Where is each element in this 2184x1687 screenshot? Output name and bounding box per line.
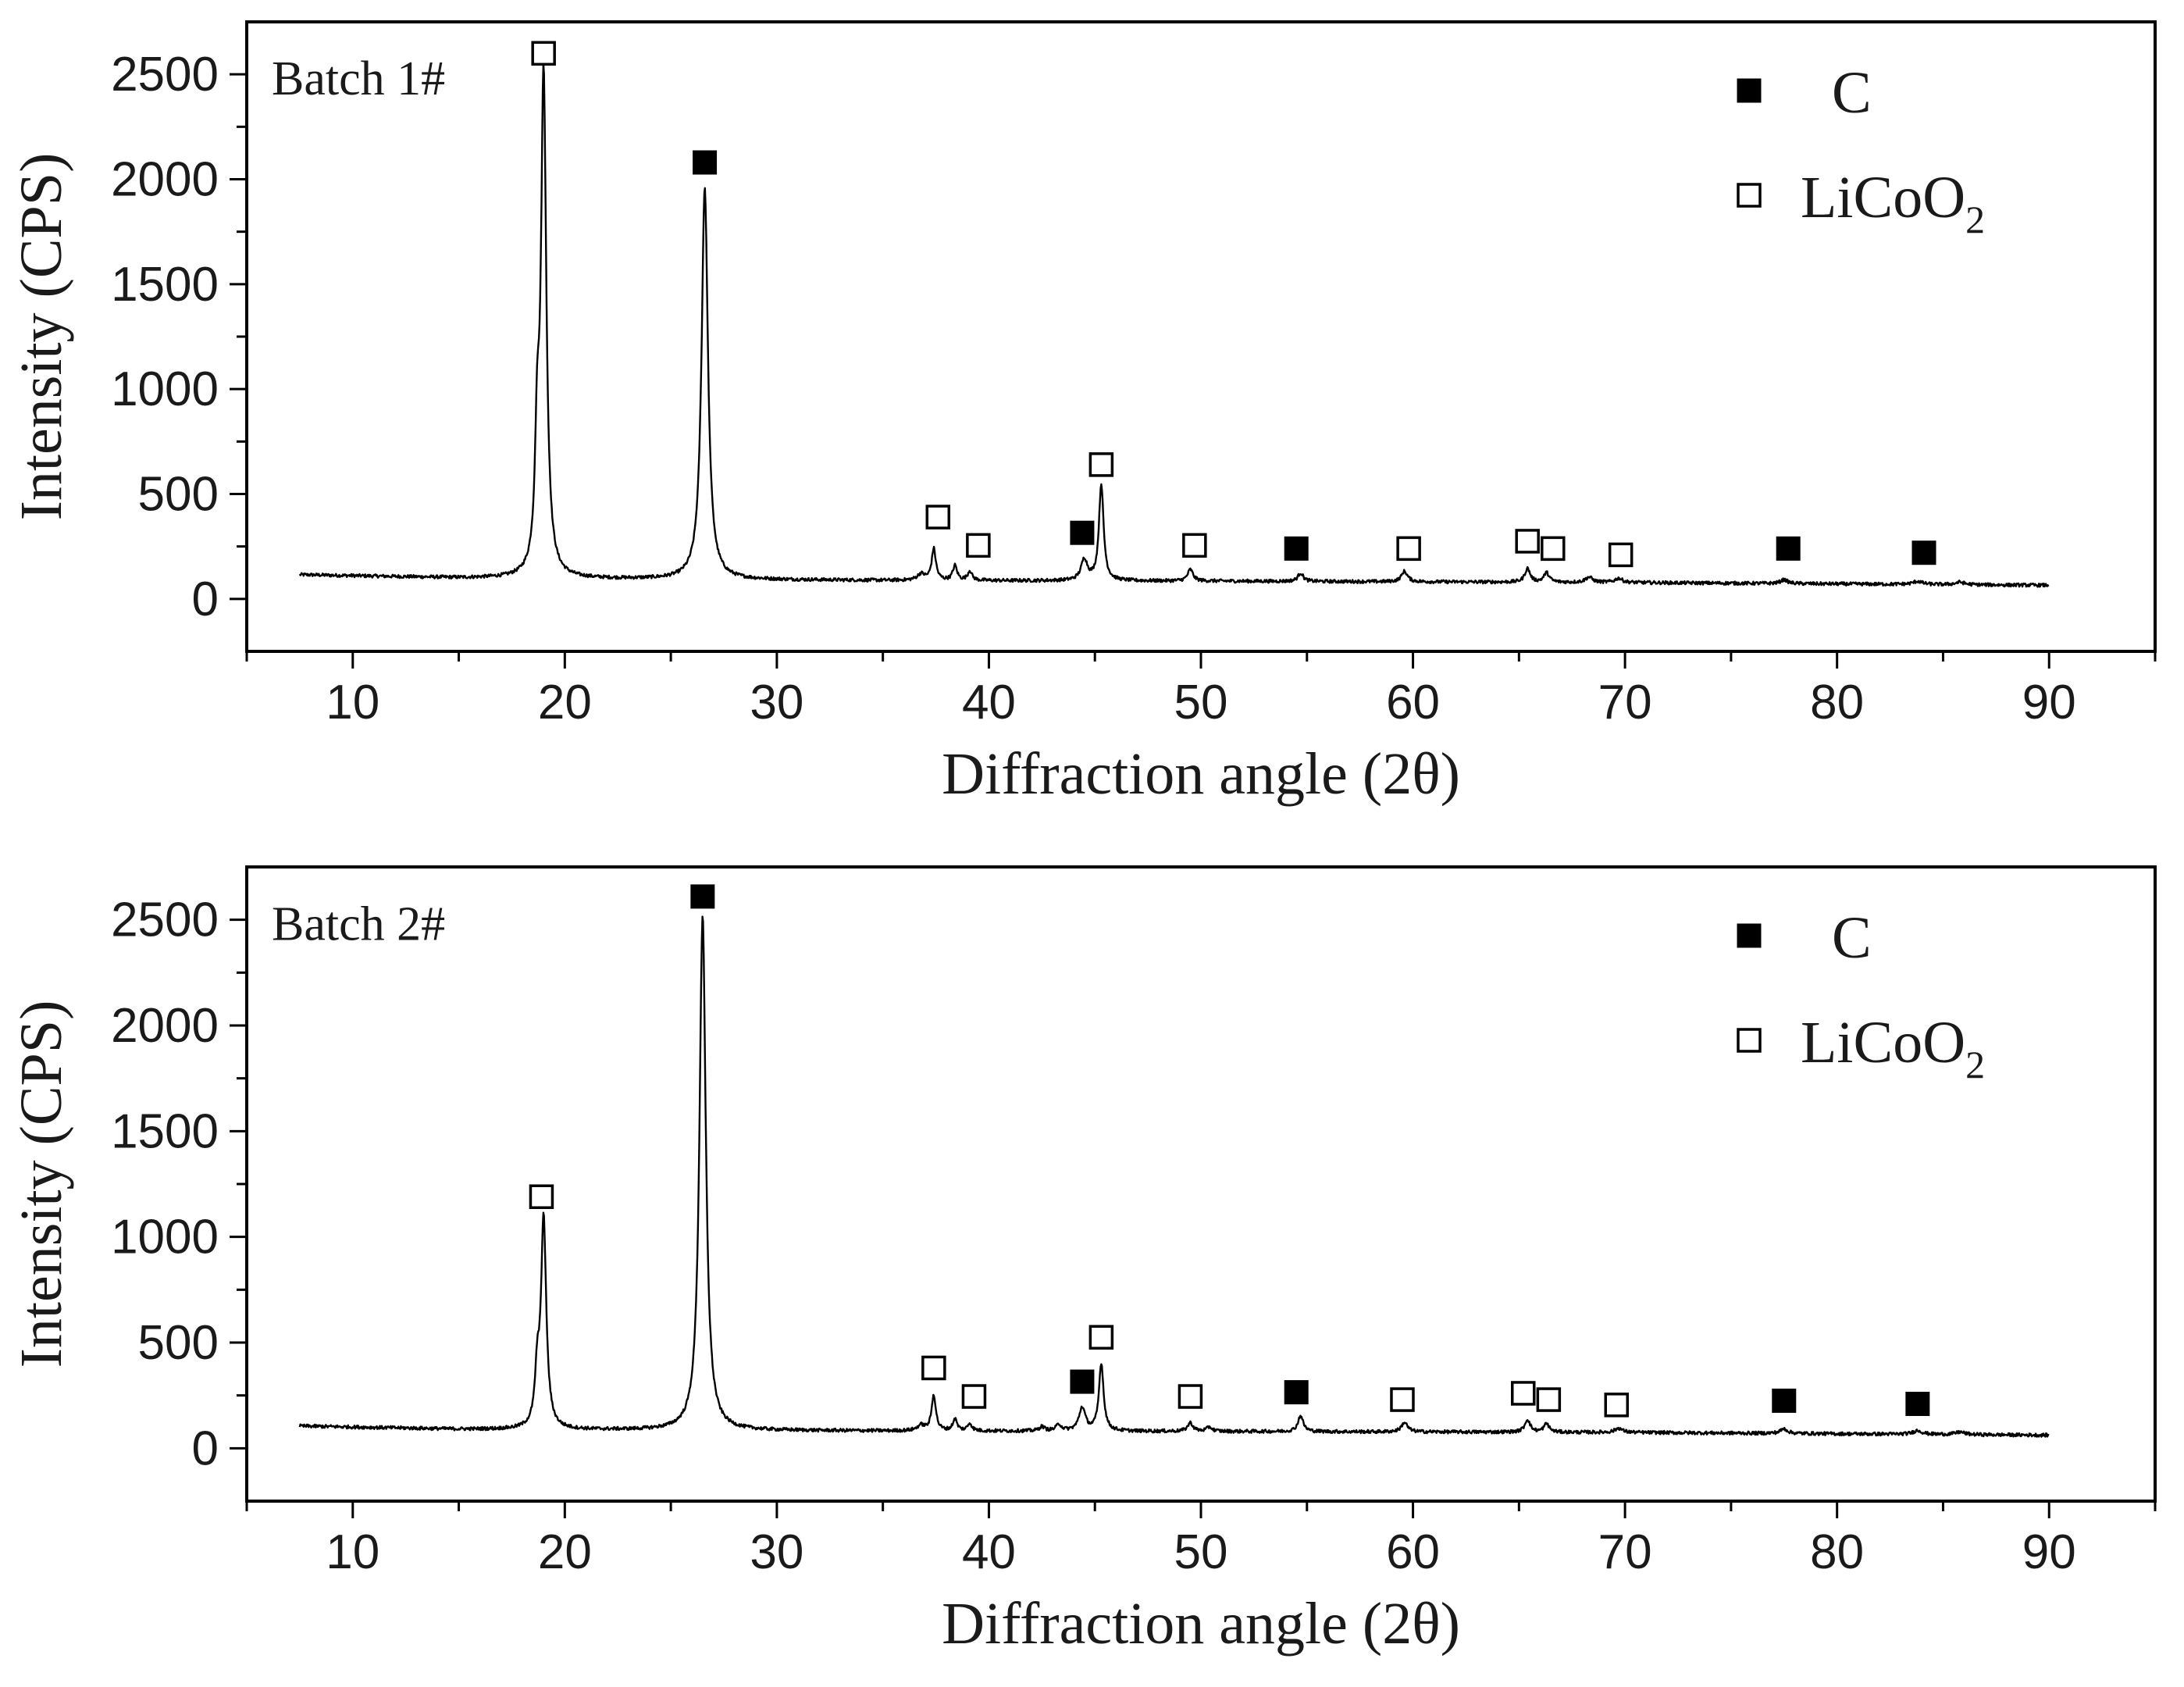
y-tick-label: 500 (138, 468, 219, 522)
y-tick-label: 0 (192, 1421, 219, 1475)
x-tick-label: 60 (1386, 1525, 1440, 1579)
legend-label-text: LiCoO (1801, 1010, 1965, 1075)
x-tick-label: 60 (1386, 676, 1440, 729)
legend-label-text: C (1832, 60, 1872, 126)
carbon-peak-marker (1776, 536, 1801, 561)
legend-licoo2-label: LiCoO2 (1801, 165, 1985, 241)
licoo2-peak-marker (531, 41, 556, 66)
y-tick-label: 2500 (111, 48, 219, 102)
y-tick-label: 1500 (111, 1104, 219, 1158)
x-tick-label: 70 (1598, 676, 1652, 729)
batch-label: Batch 2# (272, 898, 445, 951)
x-tick-label: 20 (538, 676, 592, 729)
licoo2-peak-marker (1088, 1325, 1114, 1350)
chart-panel-2: 10 20 30 40 50 60 70 80 90 0 500 1000 1500 2000 2500 Di… (9, 865, 2157, 1657)
licoo2-peak-marker (529, 1184, 554, 1209)
legend-label-subscript: 2 (1965, 1043, 1985, 1086)
x-tick-label: 50 (1174, 676, 1228, 729)
chart-panel-1: 10 20 30 40 50 60 70 80 90 0 500 1000 1500 2000 2500 Di… (9, 20, 2157, 807)
carbon-peak-marker (1911, 540, 1936, 565)
x-tick-label: 90 (2022, 1525, 2076, 1579)
legend-licoo2-label: LiCoO2 (1801, 1010, 1985, 1086)
xrd-trace (298, 915, 2050, 1438)
legend-label-text: C (1832, 905, 1872, 971)
legend-carbon-label: C (1832, 60, 1872, 126)
batch-label: Batch 1# (272, 52, 445, 105)
y-tick-label: 2000 (111, 153, 219, 207)
xrd-trace (298, 62, 2050, 588)
y-tick-label: 1000 (111, 1211, 219, 1264)
carbon-peak-marker (1772, 1388, 1797, 1413)
y-tick-label: 2500 (111, 893, 219, 947)
x-tick-label: 80 (1810, 1525, 1864, 1579)
legend-carbon-marker (1737, 78, 1762, 103)
x-axis-title: Diffraction angle (2θ) (942, 741, 1460, 807)
licoo2-peak-marker (1178, 1384, 1203, 1409)
legend-label-subscript: 2 (1965, 198, 1985, 241)
carbon-peak-marker (1070, 520, 1095, 545)
y-tick-label: 500 (138, 1316, 219, 1370)
carbon-peak-marker (1070, 1369, 1095, 1394)
y-tick-label: 1500 (111, 258, 219, 312)
carbon-peak-marker (1284, 1380, 1309, 1405)
carbon-peak-marker (1284, 536, 1309, 561)
licoo2-peak-marker (921, 1355, 946, 1381)
x-tick-label: 40 (962, 676, 1016, 729)
y-axis-title: Intensity (CPS) (9, 1000, 74, 1368)
x-axis-title: Diffraction angle (2θ) (942, 1591, 1460, 1657)
licoo2-peak-marker (1515, 529, 1540, 554)
x-tick-label: 50 (1174, 1525, 1228, 1579)
legend-carbon-marker (1737, 923, 1762, 948)
licoo2-peak-marker (1604, 1393, 1629, 1418)
x-tick-label: 30 (750, 1525, 803, 1579)
legend: C LiCoO2 (1737, 60, 1985, 241)
y-tick-label: 2000 (111, 999, 219, 1053)
y-tick-label: 1000 (111, 362, 219, 416)
licoo2-peak-marker (925, 505, 951, 530)
licoo2-peak-marker (966, 533, 991, 558)
y-tick-label: 0 (192, 572, 219, 626)
legend-carbon-label: C (1832, 905, 1872, 971)
x-tick-label: 80 (1810, 676, 1864, 729)
x-tick-label: 10 (326, 676, 379, 729)
licoo2-peak-marker (1541, 536, 1566, 562)
x-tick-label: 30 (750, 676, 803, 729)
licoo2-peak-marker (1608, 542, 1634, 568)
legend-label-text: LiCoO (1801, 165, 1965, 230)
x-tick-label: 90 (2022, 676, 2076, 729)
x-tick-label: 20 (538, 1525, 592, 1579)
legend-licoo2-marker (1737, 183, 1762, 208)
carbon-peak-marker (1905, 1391, 1930, 1416)
x-tick-label: 40 (962, 1525, 1016, 1579)
x-tick-label: 70 (1598, 1525, 1652, 1579)
licoo2-peak-marker (1088, 452, 1114, 477)
carbon-peak-marker (690, 884, 715, 909)
licoo2-peak-marker (961, 1384, 987, 1409)
licoo2-peak-marker (1536, 1387, 1562, 1412)
x-tick-label: 10 (326, 1525, 379, 1579)
legend: C LiCoO2 (1737, 905, 1985, 1086)
y-axis-title: Intensity (CPS) (9, 153, 74, 521)
licoo2-peak-marker (1390, 1387, 1415, 1412)
licoo2-peak-marker (1511, 1381, 1536, 1406)
licoo2-peak-marker (1396, 536, 1421, 562)
carbon-peak-marker (693, 150, 718, 175)
legend-licoo2-marker (1737, 1028, 1762, 1053)
licoo2-peak-marker (1182, 533, 1207, 558)
